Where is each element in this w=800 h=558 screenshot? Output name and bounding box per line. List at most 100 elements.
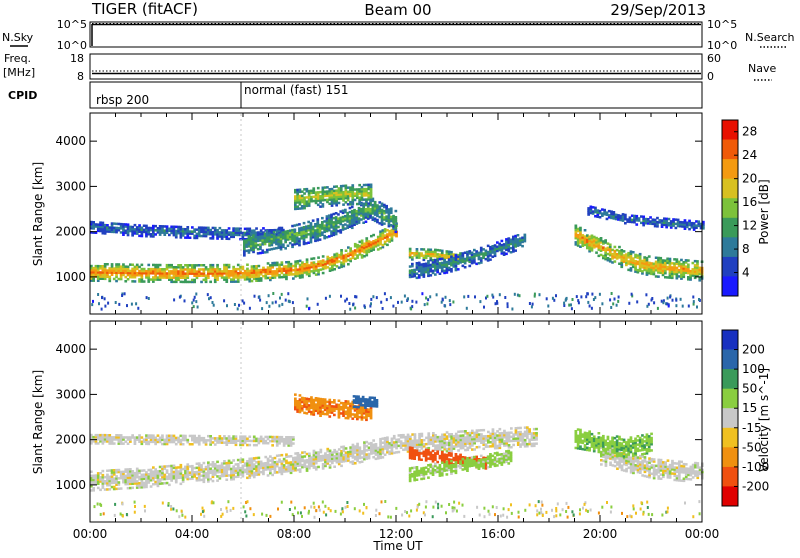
heatmap-cell: [147, 227, 150, 230]
heatmap-cell: [113, 222, 116, 225]
heatmap-cell: [359, 461, 362, 464]
heatmap-cell: [382, 307, 384, 310]
heatmap-cell: [168, 270, 171, 273]
heatmap-cell: [245, 250, 248, 253]
heatmap-cell: [143, 438, 146, 441]
heatmap-cell: [288, 300, 290, 303]
heatmap-cell: [362, 222, 365, 225]
heatmap-cell: [354, 462, 357, 465]
heatmap-cell: [246, 268, 249, 271]
heatmap-cell: [342, 203, 345, 206]
heatmap-cell: [251, 280, 254, 283]
heatmap-cell: [347, 263, 350, 266]
heatmap-cell: [173, 465, 176, 468]
heatmap-cell: [370, 235, 373, 238]
heatmap-cell: [195, 300, 197, 303]
heatmap-cell: [565, 299, 567, 302]
nsky-tick-top: 10^5: [57, 18, 87, 31]
y-tick-label: 3000: [55, 179, 86, 193]
heatmap-cell: [120, 223, 123, 226]
heatmap-cell: [528, 439, 531, 442]
heatmap-cell: [150, 227, 153, 230]
heatmap-cell: [464, 266, 467, 269]
heatmap-cell: [491, 256, 494, 259]
heatmap-cell: [510, 446, 513, 449]
heatmap-cell: [448, 267, 451, 270]
heatmap-cell: [285, 460, 288, 463]
heatmap-cell: [300, 227, 303, 230]
heatmap-cell: [200, 464, 203, 467]
heatmap-cell: [533, 432, 536, 435]
heatmap-cell: [339, 217, 342, 220]
heatmap-cell: [449, 303, 451, 306]
heatmap-cell: [353, 209, 356, 212]
colorbar-tick-label: 12: [742, 219, 757, 233]
heatmap-cell: [645, 293, 647, 296]
heatmap-cell: [191, 226, 194, 229]
heatmap-cell: [580, 295, 582, 298]
heatmap-cell: [298, 227, 301, 230]
heatmap-cell: [184, 228, 187, 231]
heatmap-cell: [672, 218, 675, 221]
heatmap-cell: [395, 210, 398, 213]
heatmap-cell: [499, 432, 502, 435]
heatmap-cell: [246, 460, 249, 463]
heatmap-cell: [519, 294, 521, 297]
heatmap-cell: [678, 261, 681, 264]
heatmap-cell: [92, 267, 95, 270]
heatmap-cell: [393, 441, 396, 444]
heatmap-cell: [186, 226, 189, 229]
heatmap-cell: [514, 249, 517, 252]
freq-frame: [90, 54, 702, 79]
heatmap-cell: [436, 249, 439, 252]
heatmap-cell: [383, 210, 386, 213]
heatmap-cell: [99, 434, 102, 437]
heatmap-cell: [446, 250, 449, 253]
heatmap-cell: [106, 269, 109, 272]
heatmap-cell: [104, 297, 106, 300]
heatmap-cell: [104, 305, 106, 308]
heatmap-cell: [291, 225, 294, 228]
heatmap-cell: [297, 452, 300, 455]
heatmap-cell: [670, 220, 673, 223]
heatmap-cell: [301, 195, 304, 198]
heatmap-cell: [131, 434, 134, 437]
heatmap-cell: [95, 265, 98, 268]
heatmap-cell: [445, 296, 447, 299]
heatmap-cell: [243, 233, 246, 236]
heatmap-cell: [267, 262, 270, 265]
heatmap-cell: [115, 469, 118, 472]
heatmap-cell: [368, 447, 371, 450]
heatmap-cell: [410, 307, 412, 310]
heatmap-cell: [323, 235, 326, 238]
heatmap-cell: [148, 297, 150, 300]
heatmap-cell: [675, 299, 677, 302]
heatmap-cell: [482, 448, 485, 451]
heatmap-cell: [299, 264, 302, 267]
heatmap-cell: [383, 222, 386, 225]
heatmap-cell: [457, 268, 460, 271]
heatmap-cell: [193, 228, 196, 231]
heatmap-cell: [257, 248, 260, 251]
heatmap-cell: [184, 299, 186, 302]
heatmap-cell: [166, 476, 169, 479]
heatmap-cell: [159, 437, 162, 440]
heatmap-cell: [104, 488, 107, 491]
heatmap-cell: [365, 449, 368, 452]
heatmap-cell: [129, 270, 132, 273]
heatmap-cell: [180, 281, 183, 284]
heatmap-cell: [170, 465, 173, 468]
heatmap-cell: [168, 228, 171, 231]
heatmap-cell: [124, 468, 127, 471]
colorbar-tick-label: 24: [742, 148, 757, 162]
heatmap-cell: [138, 476, 141, 479]
heatmap-cell: [97, 487, 100, 490]
heatmap-cell: [340, 295, 342, 298]
heatmap-cell: [372, 204, 375, 207]
heatmap-cell: [246, 438, 249, 441]
heatmap-cell: [258, 269, 261, 272]
heatmap-cell: [609, 244, 612, 247]
heatmap-cell: [338, 266, 341, 269]
heatmap-cell: [113, 267, 116, 270]
